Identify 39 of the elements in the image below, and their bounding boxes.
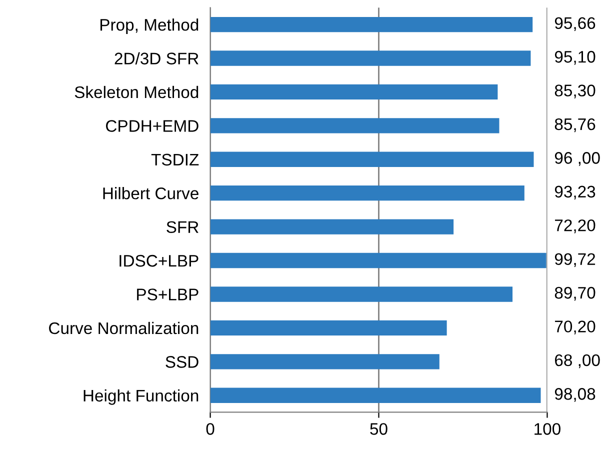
data-label: 99,72 xyxy=(554,253,596,267)
y-tick-label: CPDH+EMD xyxy=(106,120,198,132)
bar xyxy=(210,320,447,336)
y-tick-label: SFR xyxy=(166,221,198,234)
y-tick-label: PS+LBP xyxy=(137,288,198,300)
y-tick-label: TSDIZ xyxy=(151,154,199,166)
y-tick-label: Hilbert Curve xyxy=(103,187,198,200)
bar xyxy=(210,286,513,302)
y-tick-label: Curve Normalization xyxy=(49,322,198,334)
data-label: 98,08 xyxy=(554,388,596,402)
bar xyxy=(210,118,500,134)
bar xyxy=(210,16,533,32)
bar xyxy=(210,219,454,234)
bar xyxy=(210,388,541,403)
data-label: 68 ,00 xyxy=(555,354,600,368)
y-tick-label: Height Function xyxy=(84,389,198,405)
data-label: 85,76 xyxy=(554,118,596,132)
bar xyxy=(210,84,498,100)
data-label: 93,23 xyxy=(554,186,596,200)
bar xyxy=(210,354,440,370)
bar xyxy=(210,252,546,268)
bar xyxy=(210,50,531,66)
data-label: 95,10 xyxy=(554,50,596,65)
data-label: 89,70 xyxy=(554,286,596,301)
y-tick-label: Skeleton Method xyxy=(74,86,198,98)
data-label: 72,20 xyxy=(555,219,596,234)
y-tick-label: 2D/3D SFR xyxy=(114,52,198,64)
x-tick-label: 100 xyxy=(534,423,560,435)
x-tick-label: 50 xyxy=(370,423,388,435)
bar xyxy=(210,152,534,167)
data-label: 96 ,00 xyxy=(554,152,600,166)
bar xyxy=(210,186,524,201)
data-label: 85,30 xyxy=(554,84,596,98)
data-label: 95,66 xyxy=(554,17,596,31)
y-tick-label: IDSC+LBP xyxy=(120,254,198,267)
y-tick-label: SSD xyxy=(166,356,198,368)
y-tick-label: Prop, Method xyxy=(100,18,198,34)
x-tick-label: 0 xyxy=(206,423,214,435)
data-label: 70,20 xyxy=(555,320,596,334)
